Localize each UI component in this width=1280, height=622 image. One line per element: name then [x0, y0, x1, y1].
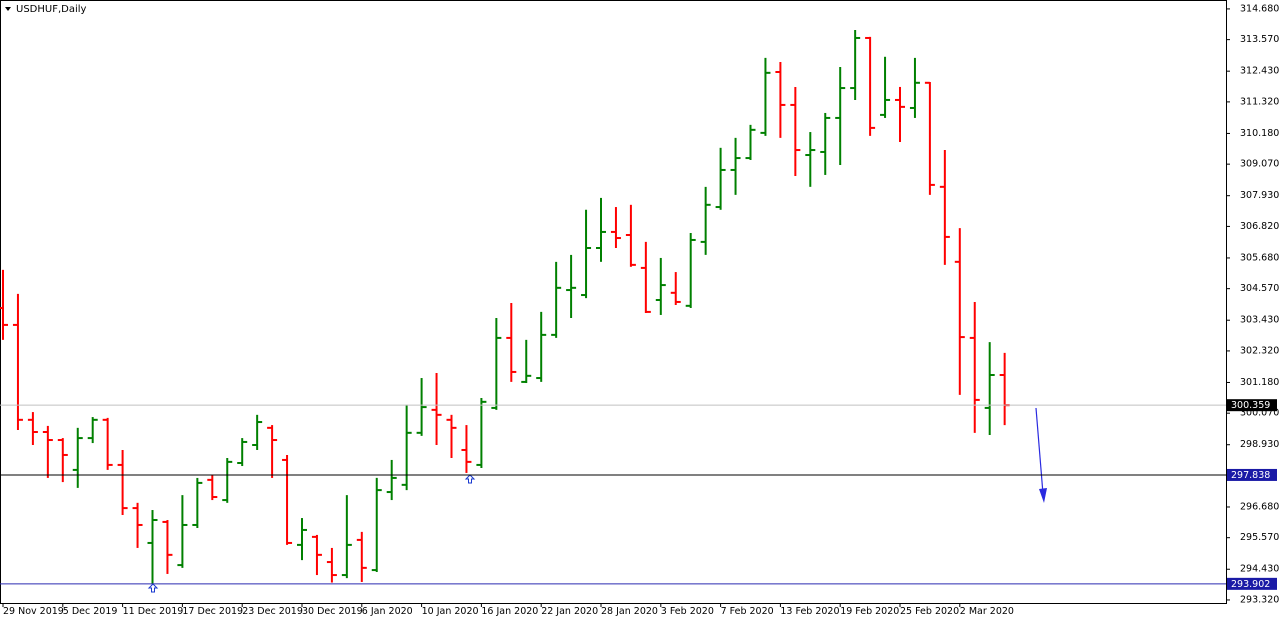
bars — [0, 29, 1010, 584]
x-tick-label: 25 Feb 2020 — [900, 606, 959, 617]
y-tick-label: 313.570 — [1240, 34, 1279, 45]
y-tick-label: 294.430 — [1240, 564, 1279, 575]
x-tick-label: 22 Jan 2020 — [541, 606, 598, 617]
x-tick-label: 29 Nov 2019 — [3, 606, 64, 617]
price-label-box — [1227, 468, 1277, 481]
x-tick-label: 2 Mar 2020 — [960, 606, 1014, 617]
plot-frame — [0, 0, 1227, 604]
y-tick-label: 307.930 — [1240, 190, 1279, 201]
y-tick-label: 293.320 — [1240, 594, 1279, 605]
price-label: 300.359 — [1231, 400, 1270, 411]
y-tick-label: 296.680 — [1240, 501, 1279, 512]
y-tick-label: 311.320 — [1240, 96, 1279, 107]
x-tick-label: 3 Feb 2020 — [661, 606, 714, 617]
y-tick-label: 303.430 — [1240, 315, 1279, 326]
x-tick-label: 28 Jan 2020 — [601, 606, 658, 617]
forecast-arrow — [1035, 407, 1044, 495]
x-tick-label: 6 Jan 2020 — [362, 606, 413, 617]
y-tick-label: 302.320 — [1240, 345, 1279, 356]
y-tick-label: 305.680 — [1240, 252, 1279, 263]
up-arrow-marker — [147, 583, 159, 593]
price-label-box — [1227, 399, 1277, 412]
x-tick-label: 16 Jan 2020 — [481, 606, 538, 617]
price-label: 297.838 — [1231, 470, 1270, 481]
x-tick-label: 13 Feb 2020 — [780, 606, 839, 617]
x-tick-label: 19 Feb 2020 — [840, 606, 899, 617]
y-tick-label: 306.820 — [1240, 221, 1279, 232]
y-tick-label: 309.070 — [1240, 159, 1279, 170]
y-tick-label: 298.930 — [1240, 439, 1279, 450]
up-arrow-marker — [464, 474, 476, 484]
y-tick-label: 310.180 — [1240, 128, 1279, 139]
y-tick-label: 301.180 — [1240, 377, 1279, 388]
y-tick-label: 304.570 — [1240, 283, 1279, 294]
x-tick-label: 11 Dec 2019 — [123, 606, 184, 617]
y-tick-label: 300.070 — [1240, 408, 1279, 419]
price-label-box — [1227, 577, 1277, 590]
chart-title: USDHUF,Daily — [16, 4, 87, 15]
price-label: 293.902 — [1231, 579, 1270, 590]
y-tick-label: 314.680 — [1240, 3, 1279, 14]
y-tick-label: 295.570 — [1240, 532, 1279, 543]
x-tick-label: 7 Feb 2020 — [721, 606, 774, 617]
x-tick-label: 5 Dec 2019 — [63, 606, 118, 617]
x-tick-label: 17 Dec 2019 — [182, 606, 243, 617]
forecast-arrowhead — [1039, 488, 1047, 503]
menu-triangle[interactable] — [5, 7, 11, 11]
x-tick-label: 10 Jan 2020 — [422, 606, 479, 617]
y-tick-label: 312.430 — [1240, 66, 1279, 77]
x-tick-label: 30 Dec 2019 — [302, 606, 363, 617]
x-tick-label: 23 Dec 2019 — [242, 606, 303, 617]
